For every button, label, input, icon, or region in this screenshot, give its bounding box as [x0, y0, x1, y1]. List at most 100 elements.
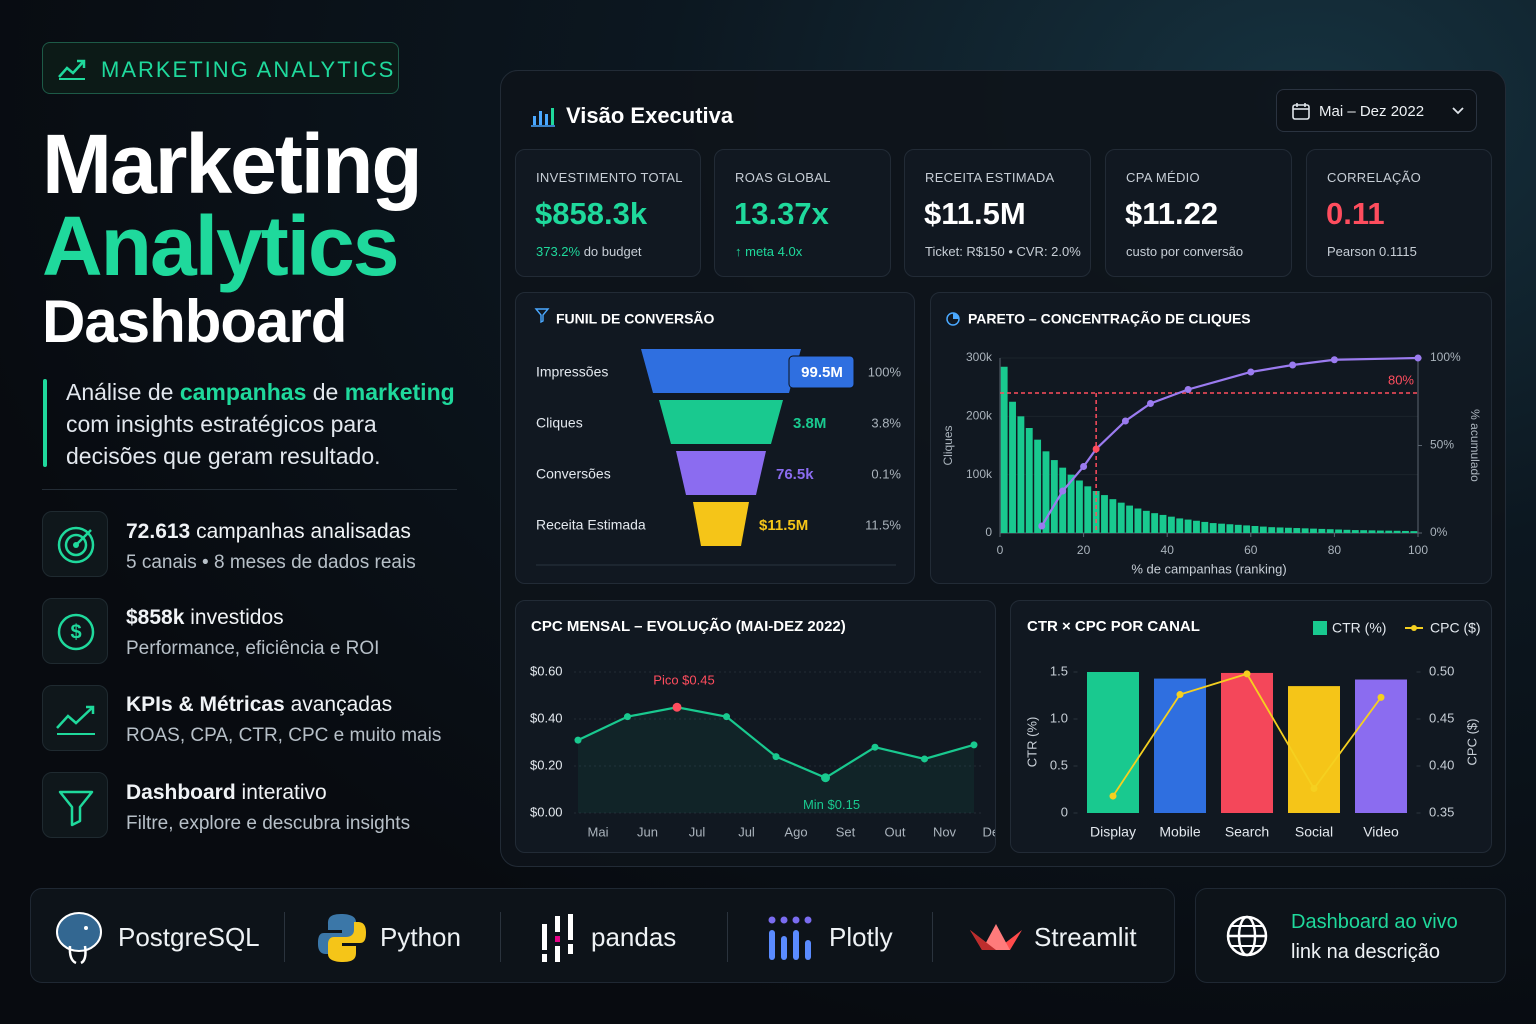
bar [1075, 480, 1083, 533]
funnel-stage [676, 451, 766, 495]
bar [1101, 495, 1108, 533]
bar [1368, 530, 1376, 533]
feature-title: KPIs & Métricas avançadas [126, 693, 392, 717]
bar [1034, 439, 1042, 533]
y-tick-label: 1.0 [1050, 710, 1068, 725]
bar [1376, 530, 1384, 533]
bar [1193, 520, 1200, 533]
bar [1201, 521, 1209, 533]
x-tick-label: Ago [784, 824, 807, 839]
bar [1126, 505, 1134, 533]
bar [1335, 529, 1343, 533]
kpi-value: $858.3k [535, 196, 648, 231]
tech-name: Plotly [829, 922, 893, 952]
feature-text: campanhas analisadas [190, 520, 411, 543]
feature-icon [42, 685, 108, 751]
bar [1142, 510, 1150, 533]
intro-text: Análise de [66, 379, 180, 405]
stage-value: 99.5M [801, 364, 843, 381]
bar [1025, 428, 1033, 533]
tech-bar [30, 888, 1175, 983]
hero-line: Marketing [42, 117, 423, 211]
y-tick-label: $0.00 [530, 804, 563, 819]
y-tick-label: 200k [966, 409, 993, 423]
stage-value: 76.5k [776, 466, 814, 483]
cpc-point [1243, 670, 1251, 678]
min-label: Min $0.15 [803, 797, 860, 812]
kpi-label: INVESTIMENTO TOTAL [536, 170, 683, 185]
python-icon [318, 914, 366, 962]
y2-tick-label: 0.40 [1429, 757, 1454, 772]
kpi-note: custo por conversão [1126, 244, 1244, 259]
bar [1151, 513, 1159, 533]
bar [1251, 526, 1259, 533]
feature-strong: KPIs & Métricas [126, 693, 285, 716]
feature-strong: Dashboard [126, 781, 236, 804]
bar [1284, 527, 1292, 533]
cumulative-point [1289, 361, 1297, 369]
cumulative-point [1121, 417, 1129, 425]
y-tick-label: 0.5 [1050, 757, 1068, 772]
area [578, 707, 974, 813]
feature-text: interativo [235, 781, 327, 804]
feature-icon [42, 772, 108, 838]
feature-title: $858k investidos [126, 606, 284, 630]
point [672, 702, 682, 712]
intro: Análise de campanhas de marketing com in… [66, 376, 466, 472]
y-tick-label: 0 [985, 525, 992, 539]
kpi-label: RECEITA ESTIMADA [925, 170, 1055, 185]
x-tick-label: 40 [1161, 543, 1175, 557]
dashboard-title: Visão Executiva [566, 103, 734, 128]
cpc-point [1176, 691, 1184, 699]
tech-name: pandas [591, 922, 677, 952]
hero-line: Analytics [42, 199, 399, 293]
x-tick-label: Nov [933, 824, 957, 839]
intro-highlight: marketing [344, 379, 455, 405]
tech-name: Python [380, 922, 461, 952]
bar [1410, 531, 1418, 533]
intro-text: com insights estratégicos para decisões … [66, 411, 381, 469]
legend-swatch [1411, 625, 1417, 631]
tech-name: Streamlit [1034, 922, 1137, 952]
cpc-point [1310, 785, 1318, 793]
cumulative-point [1247, 368, 1255, 376]
kpi-card: CORRELAÇÃO 0.11 Pearson 0.1115 [1306, 149, 1492, 277]
x-tick-label: Display [1090, 824, 1136, 840]
point [772, 753, 780, 761]
tech-name: PostgreSQL [118, 922, 260, 952]
pareto-chart: PARETO – CONCENTRAÇÃO DE CLIQUES 0 100k 20… [930, 292, 1492, 584]
feature-strong: 72.613 [126, 520, 191, 543]
badge: MARKETING ANALYTICS [42, 42, 399, 94]
feature-strong: $858k [126, 606, 185, 629]
cumulative-point [1414, 354, 1422, 362]
cumulative-point [1080, 463, 1088, 470]
stage-label: Cliques [536, 415, 583, 431]
stage-share: 3.8% [871, 415, 901, 430]
stage-label: Conversões [536, 466, 611, 482]
bar [1288, 686, 1340, 813]
separator [500, 912, 501, 962]
y-tick-label: $0.20 [530, 757, 563, 772]
x-tick-label: Social [1295, 824, 1333, 840]
kpi-note: Ticket: R$150 • CVR: 2.0% [925, 244, 1081, 259]
stage-value: 3.8M [793, 415, 826, 432]
kpi-note-accent: 373.2% [536, 244, 581, 259]
stage-label: Impressões [536, 364, 608, 380]
y-axis-label: Cliques [941, 425, 955, 465]
chevron [1452, 107, 1464, 115]
feature-icon: $ [42, 598, 108, 664]
x-tick-label: Dez [982, 824, 996, 839]
plotly-icon [768, 916, 812, 960]
chart-title: PARETO – CONCENTRAÇÃO DE CLIQUES [968, 310, 1251, 327]
y-tick-label: 100k [966, 467, 993, 481]
period-select[interactable]: Mai – Dez 2022 [1276, 89, 1477, 132]
point [970, 741, 978, 749]
feature-title: 72.613 campanhas analisadas [126, 520, 411, 544]
kpi-card: CPA MÉDIO $11.22 custo por conversão [1105, 149, 1292, 277]
feature-sub: 5 canais • 8 meses de dados reais [126, 552, 416, 573]
bar [1293, 528, 1301, 533]
point [921, 755, 928, 763]
y-axis-label: CTR (%) [1024, 717, 1039, 768]
bar [1355, 679, 1407, 813]
